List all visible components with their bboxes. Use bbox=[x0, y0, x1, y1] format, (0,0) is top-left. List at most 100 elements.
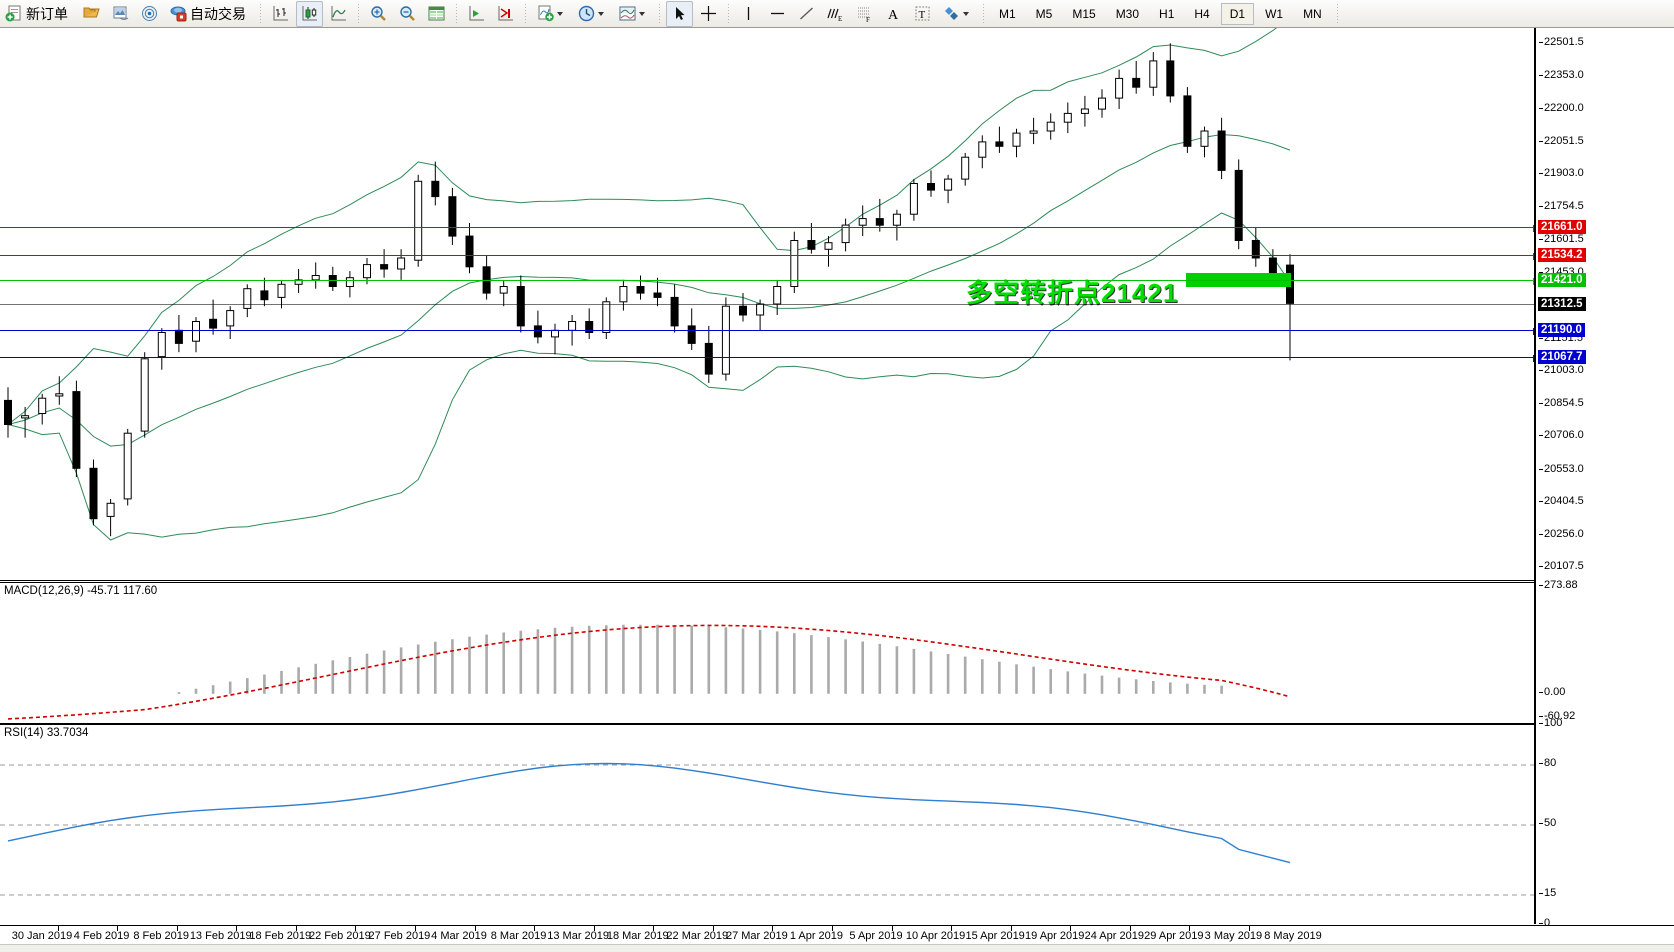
fibonacci-button[interactable]: F bbox=[851, 1, 878, 27]
signals-button[interactable] bbox=[136, 1, 163, 27]
rsi-tick: 80 bbox=[1539, 757, 1556, 769]
grid-button[interactable] bbox=[423, 1, 450, 27]
trendline-button[interactable] bbox=[793, 1, 820, 27]
line-chart-button[interactable] bbox=[325, 1, 352, 27]
level-line-21534-2[interactable] bbox=[0, 252, 1534, 260]
date-tick: 1 Apr 2019 bbox=[789, 930, 844, 942]
price-tick: 22051.5 bbox=[1539, 135, 1584, 147]
rsi-tick: 100 bbox=[1539, 717, 1562, 729]
price-axis[interactable]: 22501.5 22353.0 22200.0 22051.5 21903.0 … bbox=[1534, 28, 1674, 929]
level-line-21067-7[interactable] bbox=[0, 355, 1534, 363]
timeframe-group: M1 M5 M15 M30 H1 H4 D1 W1 MN bbox=[989, 2, 1332, 25]
vertical-line-button[interactable] bbox=[735, 1, 762, 27]
price-tick: 20854.5 bbox=[1539, 397, 1584, 409]
price-chart-pane[interactable]: 多空转折点21421 bbox=[0, 28, 1534, 581]
bar-chart-icon bbox=[271, 4, 290, 23]
date-tick: 29 Apr 2019 bbox=[1144, 930, 1204, 942]
level-line-handle[interactable] bbox=[1533, 252, 1534, 260]
elliott-icon: E bbox=[826, 4, 845, 23]
chart-annotation-text[interactable]: 多空转折点21421 bbox=[966, 277, 1179, 308]
shift-start-button[interactable] bbox=[463, 1, 490, 27]
candlestick-chart-button[interactable] bbox=[296, 0, 323, 27]
timeframe-m15[interactable]: M15 bbox=[1072, 6, 1096, 21]
price-badge-21661-0[interactable]: 21661.0 bbox=[1538, 220, 1586, 235]
price-badge-21421-0[interactable]: 21421.0 bbox=[1538, 272, 1586, 287]
date-tick: 22 Feb 2019 bbox=[308, 930, 371, 942]
folder-button[interactable] bbox=[78, 1, 105, 27]
elliott-wave-button[interactable]: E bbox=[822, 1, 849, 27]
period-chevron-down-icon[interactable] bbox=[598, 11, 604, 16]
period-button[interactable] bbox=[573, 1, 612, 27]
date-tick: 22 Mar 2019 bbox=[666, 930, 729, 942]
date-grid-mark bbox=[176, 926, 178, 931]
auto-trading-label: 自动交易 bbox=[190, 5, 246, 22]
timeframe-m1[interactable]: M1 bbox=[999, 6, 1016, 21]
folder-icon bbox=[82, 4, 101, 23]
level-line-21190-0[interactable] bbox=[0, 328, 1534, 336]
timeframe-mn[interactable]: MN bbox=[1303, 6, 1322, 21]
main-toolbar: 新订单 bbox=[0, 0, 1674, 28]
price-badge-21190-0[interactable]: 21190.0 bbox=[1538, 323, 1585, 338]
text-button[interactable]: A bbox=[880, 1, 907, 27]
text-label-button[interactable]: T bbox=[909, 1, 936, 27]
zoom-in-button[interactable] bbox=[365, 1, 392, 27]
date-grid-mark bbox=[57, 926, 59, 931]
toolbar-separator-8 bbox=[1336, 3, 1338, 24]
vline-icon bbox=[739, 4, 758, 23]
level-line-21312-5[interactable] bbox=[0, 303, 1534, 305]
price-badge-21312-5[interactable]: 21312.5 bbox=[1538, 296, 1586, 311]
price-tick: 20553.0 bbox=[1539, 463, 1584, 475]
date-grid-mark bbox=[474, 926, 476, 931]
toolbar-separator bbox=[260, 3, 261, 24]
macd-tick: 273.88 bbox=[1539, 579, 1578, 591]
signals-icon bbox=[140, 4, 159, 23]
horizontal-line-button[interactable] bbox=[764, 1, 791, 27]
macd-label: MACD(12,26,9) -45.71 117.60 bbox=[4, 585, 158, 597]
price-tick: 21601.5 bbox=[1539, 233, 1584, 245]
date-grid-mark bbox=[355, 926, 357, 931]
level-line-handle[interactable] bbox=[1533, 277, 1534, 285]
macd-indicator-pane[interactable]: MACD(12,26,9) -45.71 117.60 bbox=[0, 582, 1534, 724]
timeframe-h4[interactable]: H4 bbox=[1194, 6, 1210, 21]
templates-chevron-down-icon[interactable] bbox=[639, 11, 645, 16]
shapes-button[interactable] bbox=[938, 1, 977, 27]
date-grid-mark bbox=[1129, 926, 1131, 931]
level-line-handle[interactable] bbox=[1533, 328, 1534, 336]
auto-trading-button[interactable]: 自动交易 bbox=[165, 1, 254, 27]
templates-button[interactable] bbox=[614, 1, 653, 27]
level-line-21421-0[interactable] bbox=[0, 277, 1534, 285]
level-line-handle[interactable] bbox=[1533, 225, 1534, 233]
date-tick: 19 Apr 2019 bbox=[1025, 930, 1085, 942]
new-order-button[interactable]: 新订单 bbox=[1, 1, 76, 27]
new-order-icon bbox=[5, 4, 24, 23]
shift-end-button[interactable] bbox=[492, 1, 519, 27]
rsi-indicator-pane[interactable]: RSI(14) 33.7034 bbox=[0, 724, 1534, 926]
crosshair-button[interactable] bbox=[695, 1, 722, 27]
level-line-handle[interactable] bbox=[1533, 355, 1534, 363]
price-tick: 22501.5 bbox=[1539, 36, 1584, 48]
toolbar-separator-3 bbox=[456, 3, 457, 24]
toolbar-separator-4 bbox=[525, 3, 526, 24]
date-grid-mark bbox=[1010, 926, 1012, 931]
text-icon: A bbox=[884, 4, 903, 23]
indicators-button[interactable] bbox=[532, 1, 571, 27]
cursor-button[interactable] bbox=[666, 0, 693, 27]
indicators-chevron-down-icon[interactable] bbox=[557, 11, 563, 16]
timeframe-h1[interactable]: H1 bbox=[1159, 6, 1175, 21]
price-badge-21067-7[interactable]: 21067.7 bbox=[1538, 350, 1586, 365]
price-badge-21534-2[interactable]: 21534.2 bbox=[1538, 247, 1586, 262]
timeframe-d1[interactable]: D1 bbox=[1220, 2, 1255, 25]
shapes-chevron-down-icon[interactable] bbox=[963, 11, 969, 16]
price-tick: 20404.5 bbox=[1539, 495, 1584, 507]
timeframe-m5[interactable]: M5 bbox=[1035, 6, 1053, 21]
price-tick: 22353.0 bbox=[1539, 69, 1584, 81]
bar-chart-button[interactable] bbox=[267, 1, 294, 27]
date-tick: 18 Feb 2019 bbox=[249, 930, 312, 942]
date-grid-mark bbox=[1249, 926, 1250, 931]
profile-button[interactable] bbox=[107, 1, 134, 27]
level-line-21661-0[interactable] bbox=[0, 225, 1534, 233]
zoom-out-button[interactable] bbox=[394, 1, 421, 27]
timeframe-w1[interactable]: W1 bbox=[1265, 6, 1284, 21]
shift-end-icon bbox=[496, 4, 515, 23]
timeframe-m30[interactable]: M30 bbox=[1115, 6, 1140, 21]
